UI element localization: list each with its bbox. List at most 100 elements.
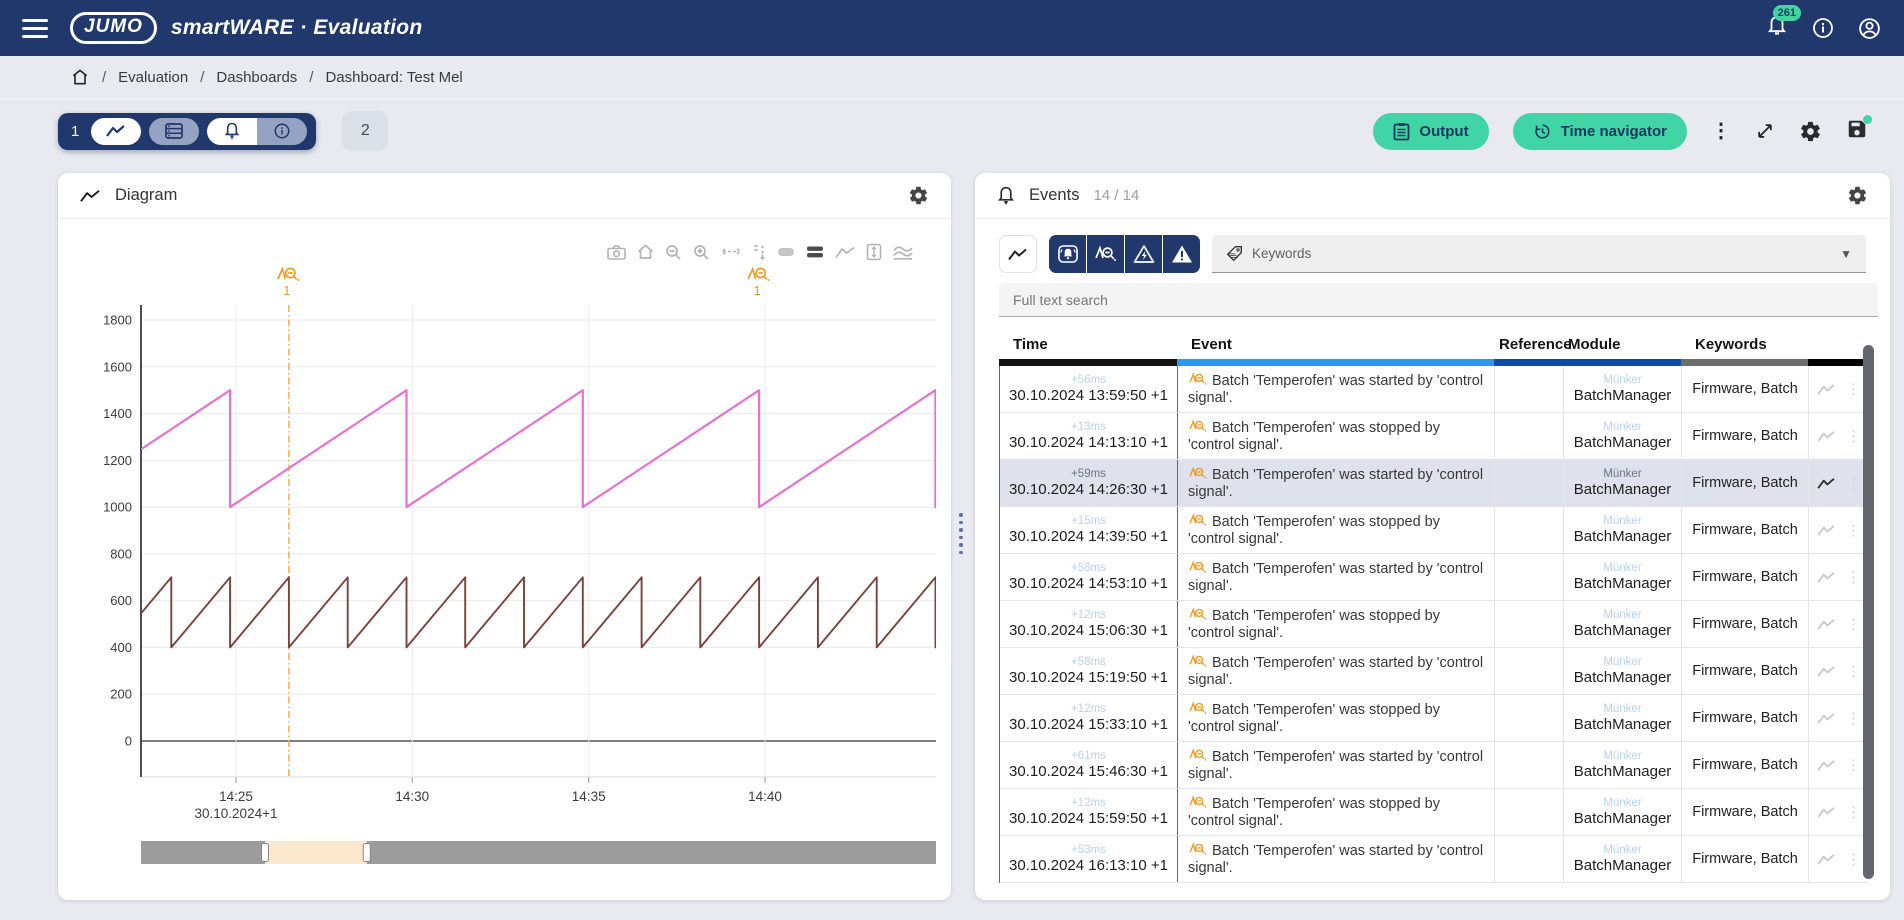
widget-settings-icon[interactable] bbox=[1847, 185, 1868, 206]
home-icon[interactable] bbox=[70, 67, 90, 87]
expand-icon[interactable] bbox=[1755, 121, 1775, 141]
line-chart-icon bbox=[1008, 248, 1027, 260]
table-row[interactable]: +12ms 30.10.2024 15:59:50 +1 Batch 'Temp… bbox=[1000, 789, 1868, 836]
table-row[interactable]: +58ms 30.10.2024 15:19:50 +1 Batch 'Temp… bbox=[1000, 648, 1868, 695]
spike-lines-icon[interactable] bbox=[752, 244, 766, 261]
filter-chart-events-button[interactable] bbox=[999, 235, 1037, 273]
alarm-bell-icon bbox=[1057, 245, 1078, 263]
account-icon[interactable] bbox=[1857, 16, 1882, 41]
app-title: smartWARE · Evaluation bbox=[170, 16, 423, 39]
column-header-event[interactable]: Event bbox=[1191, 335, 1232, 353]
show-in-chart-icon[interactable] bbox=[1816, 524, 1837, 537]
tab-view-diagram-toggle[interactable] bbox=[91, 117, 142, 145]
column-header-module[interactable]: Module bbox=[1568, 335, 1621, 353]
dashboard-toolbar: 1 bbox=[0, 100, 1904, 162]
filter-errors-button[interactable] bbox=[1125, 235, 1162, 273]
save-dashboard-button[interactable] bbox=[1846, 114, 1872, 145]
show-in-chart-icon[interactable] bbox=[1816, 618, 1837, 631]
row-menu-icon[interactable]: ⋮ bbox=[1846, 851, 1861, 868]
tab-1[interactable]: 1 bbox=[58, 112, 317, 150]
info-icon[interactable] bbox=[1811, 16, 1835, 40]
breadcrumb-item-current: Dashboard: Test Mel bbox=[325, 68, 463, 86]
keywords-dropdown[interactable]: Keywords ▼ bbox=[1212, 235, 1866, 273]
table-row[interactable]: +53ms 30.10.2024 16:13:10 +1 Batch 'Temp… bbox=[1000, 836, 1868, 883]
stacked-lines-icon[interactable] bbox=[893, 245, 913, 260]
table-row[interactable]: +56ms 30.10.2024 13:59:50 +1 Batch 'Temp… bbox=[1000, 366, 1868, 413]
table-row[interactable]: +58ms 30.10.2024 14:53:10 +1 Batch 'Temp… bbox=[1000, 554, 1868, 601]
table-row[interactable]: +61ms 30.10.2024 15:46:30 +1 Batch 'Temp… bbox=[1000, 742, 1868, 789]
settings-gear-icon[interactable] bbox=[1799, 120, 1822, 143]
widget-title: Events bbox=[1029, 186, 1080, 204]
filter-warnings-button[interactable] bbox=[1163, 235, 1200, 273]
tab-view-events-toggle[interactable] bbox=[207, 117, 258, 145]
events-table-body: +56ms 30.10.2024 13:59:50 +1 Batch 'Temp… bbox=[999, 366, 1868, 883]
row-menu-icon[interactable]: ⋮ bbox=[1846, 804, 1861, 821]
event-datetime: 30.10.2024 14:26:30 +1 bbox=[1009, 481, 1168, 498]
pan-horizontal-icon[interactable] bbox=[721, 245, 741, 259]
reset-home-icon[interactable] bbox=[637, 244, 654, 260]
header-color-bars bbox=[999, 359, 1868, 366]
show-in-chart-icon[interactable] bbox=[1816, 383, 1837, 396]
autoscale-icon[interactable] bbox=[866, 243, 882, 261]
diagram-chart[interactable]: 0 200 400 600 800 1000 1200 1400 1600 1800 14:25 30… bbox=[58, 219, 951, 900]
bell-icon bbox=[225, 122, 240, 139]
time-navigator-button[interactable]: Time navigator bbox=[1512, 112, 1687, 150]
column-header-reference[interactable]: Reference bbox=[1499, 335, 1572, 353]
table-row[interactable]: +59ms 30.10.2024 14:26:30 +1 Batch 'Temp… bbox=[1000, 460, 1868, 507]
event-datetime: 30.10.2024 15:59:50 +1 bbox=[1009, 810, 1168, 827]
output-button[interactable]: Output bbox=[1373, 112, 1489, 150]
row-menu-icon[interactable]: ⋮ bbox=[1846, 616, 1861, 633]
tab-view-table-toggle[interactable] bbox=[149, 117, 200, 145]
column-header-keywords[interactable]: Keywords bbox=[1695, 335, 1767, 353]
event-module-sub: Münker bbox=[1603, 468, 1642, 480]
show-in-chart-icon[interactable] bbox=[1816, 853, 1837, 866]
row-menu-icon[interactable]: ⋮ bbox=[1846, 710, 1861, 727]
breadcrumb-item-evaluation[interactable]: Evaluation bbox=[118, 68, 189, 86]
full-text-search-input[interactable] bbox=[999, 283, 1878, 317]
stacked-bars-icon[interactable] bbox=[806, 245, 824, 259]
event-reference bbox=[1495, 601, 1564, 647]
table-scrollbar[interactable] bbox=[1863, 345, 1874, 879]
menu-icon[interactable] bbox=[22, 18, 48, 38]
zoom-out-icon[interactable] bbox=[665, 244, 682, 261]
show-in-chart-icon[interactable] bbox=[1816, 665, 1837, 678]
event-ms-offset: +13ms bbox=[1071, 421, 1106, 433]
event-module-sub: Münker bbox=[1603, 421, 1642, 433]
tab-view-info-toggle[interactable] bbox=[257, 117, 308, 145]
table-row[interactable]: +15ms 30.10.2024 14:39:50 +1 Batch 'Temp… bbox=[1000, 507, 1868, 554]
line-mode-icon[interactable] bbox=[835, 246, 855, 259]
event-keywords: Firmware, Batch bbox=[1692, 710, 1798, 726]
show-in-chart-icon[interactable] bbox=[1816, 571, 1837, 584]
row-menu-icon[interactable]: ⋮ bbox=[1846, 428, 1861, 445]
row-menu-icon[interactable]: ⋮ bbox=[1846, 757, 1861, 774]
event-datetime: 30.10.2024 15:19:50 +1 bbox=[1009, 669, 1168, 686]
show-in-chart-icon[interactable] bbox=[1816, 759, 1837, 772]
show-in-chart-icon[interactable] bbox=[1816, 806, 1837, 819]
event-keywords: Firmware, Batch bbox=[1692, 381, 1798, 397]
show-in-chart-icon[interactable] bbox=[1816, 477, 1837, 490]
breadcrumb-item-dashboards[interactable]: Dashboards bbox=[216, 68, 298, 86]
table-row[interactable]: +13ms 30.10.2024 14:13:10 +1 Batch 'Temp… bbox=[1000, 413, 1868, 460]
show-in-chart-icon[interactable] bbox=[1816, 430, 1837, 443]
filter-alarms-button[interactable] bbox=[1049, 235, 1086, 273]
zoom-in-icon[interactable] bbox=[693, 244, 710, 261]
table-row[interactable]: +12ms 30.10.2024 15:06:30 +1 Batch 'Temp… bbox=[1000, 601, 1868, 648]
table-row[interactable]: +12ms 30.10.2024 15:33:10 +1 Batch 'Temp… bbox=[1000, 695, 1868, 742]
row-menu-icon[interactable]: ⋮ bbox=[1846, 475, 1861, 492]
panel-resize-handle[interactable] bbox=[959, 513, 963, 554]
breadcrumb-separator: / bbox=[309, 68, 314, 86]
compare-toggle-icon[interactable] bbox=[777, 247, 795, 257]
row-menu-icon[interactable]: ⋮ bbox=[1846, 381, 1861, 398]
row-menu-icon[interactable]: ⋮ bbox=[1846, 663, 1861, 680]
notifications-button[interactable]: 261 bbox=[1765, 4, 1801, 43]
tab-2[interactable]: 2 bbox=[342, 111, 389, 151]
widget-settings-icon[interactable] bbox=[908, 185, 929, 206]
row-menu-icon[interactable]: ⋮ bbox=[1846, 569, 1861, 586]
svg-text:200: 200 bbox=[110, 687, 132, 702]
row-menu-icon[interactable]: ⋮ bbox=[1846, 522, 1861, 539]
column-header-time[interactable]: Time bbox=[1013, 335, 1048, 353]
filter-batch-events-button[interactable] bbox=[1087, 235, 1124, 273]
more-options-icon[interactable]: ⋮ bbox=[1711, 120, 1731, 142]
show-in-chart-icon[interactable] bbox=[1816, 712, 1837, 725]
camera-icon[interactable] bbox=[607, 244, 626, 260]
